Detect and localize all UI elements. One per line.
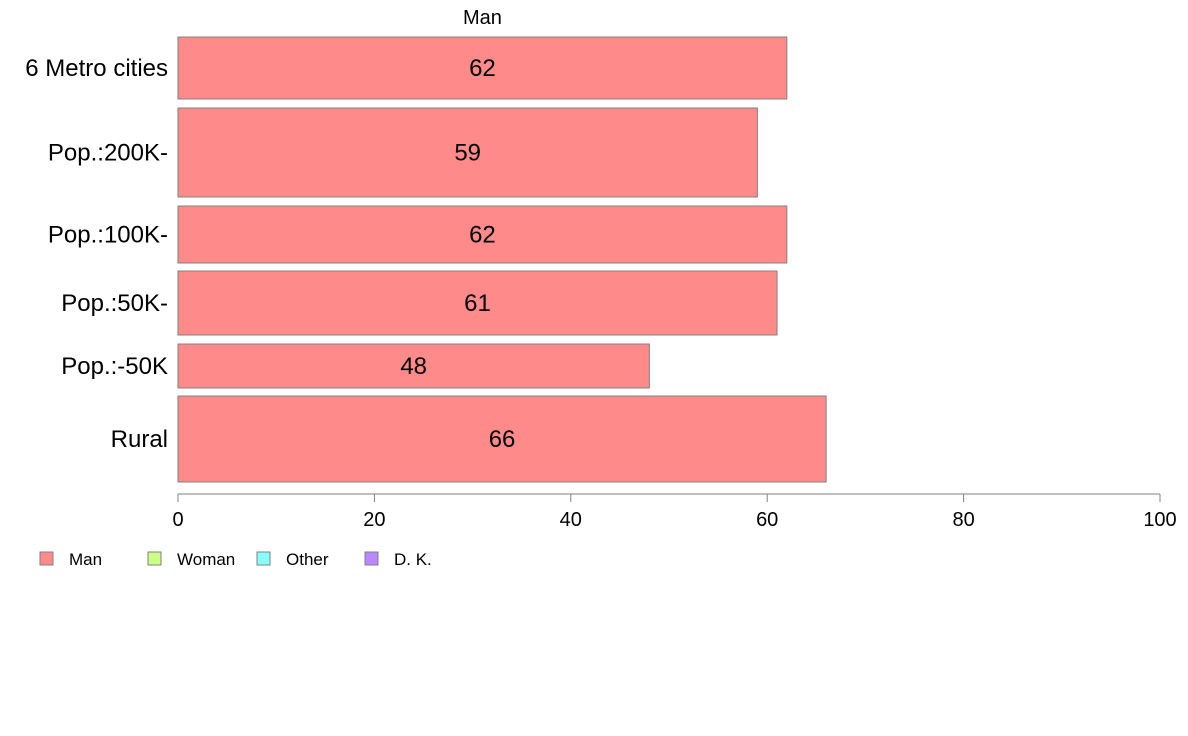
legend-swatch xyxy=(147,551,162,566)
x-tick-label: 60 xyxy=(756,509,778,531)
legend-swatch xyxy=(256,551,271,566)
data-label: 62 xyxy=(469,55,496,82)
bar xyxy=(177,107,758,198)
data-label: 61 xyxy=(464,290,491,317)
legend-label: Other xyxy=(286,550,329,569)
data-label: 66 xyxy=(489,426,516,453)
data-label: 62 xyxy=(469,222,496,249)
legend-label: D. K. xyxy=(394,550,432,569)
bars-group: 6 Metro cities 62 Pop.:200K- 59 Pop.:100K- 62… xyxy=(25,36,827,483)
legend: Man Woman Other D. K. xyxy=(39,550,432,569)
legend-label: Man xyxy=(69,550,102,569)
category-label: Pop.:50K- xyxy=(61,290,168,317)
legend-swatch xyxy=(364,551,379,566)
category-label: 6 Metro cities xyxy=(25,55,168,82)
bar xyxy=(177,205,788,264)
bar xyxy=(177,343,650,389)
data-label: 59 xyxy=(454,140,481,167)
category-label: Pop.:100K- xyxy=(48,222,168,249)
x-tick-label: 100 xyxy=(1143,509,1176,531)
x-tick-label: 0 xyxy=(172,509,183,531)
category-label: Pop.:-50K xyxy=(61,353,168,380)
legend-swatch xyxy=(39,551,54,566)
x-tick-label: 80 xyxy=(952,509,974,531)
bar xyxy=(177,270,778,336)
data-label: 48 xyxy=(400,353,427,380)
legend-label: Woman xyxy=(177,550,235,569)
x-tick-label: 20 xyxy=(363,509,385,531)
x-tick-label: 40 xyxy=(560,509,582,531)
x-axis: 0 20 40 60 80 100 xyxy=(172,493,1177,531)
category-label: Rural xyxy=(111,426,168,453)
bar xyxy=(177,36,788,100)
bar xyxy=(177,395,827,483)
top-label: Man xyxy=(463,7,502,29)
category-label: Pop.:200K- xyxy=(48,140,168,167)
